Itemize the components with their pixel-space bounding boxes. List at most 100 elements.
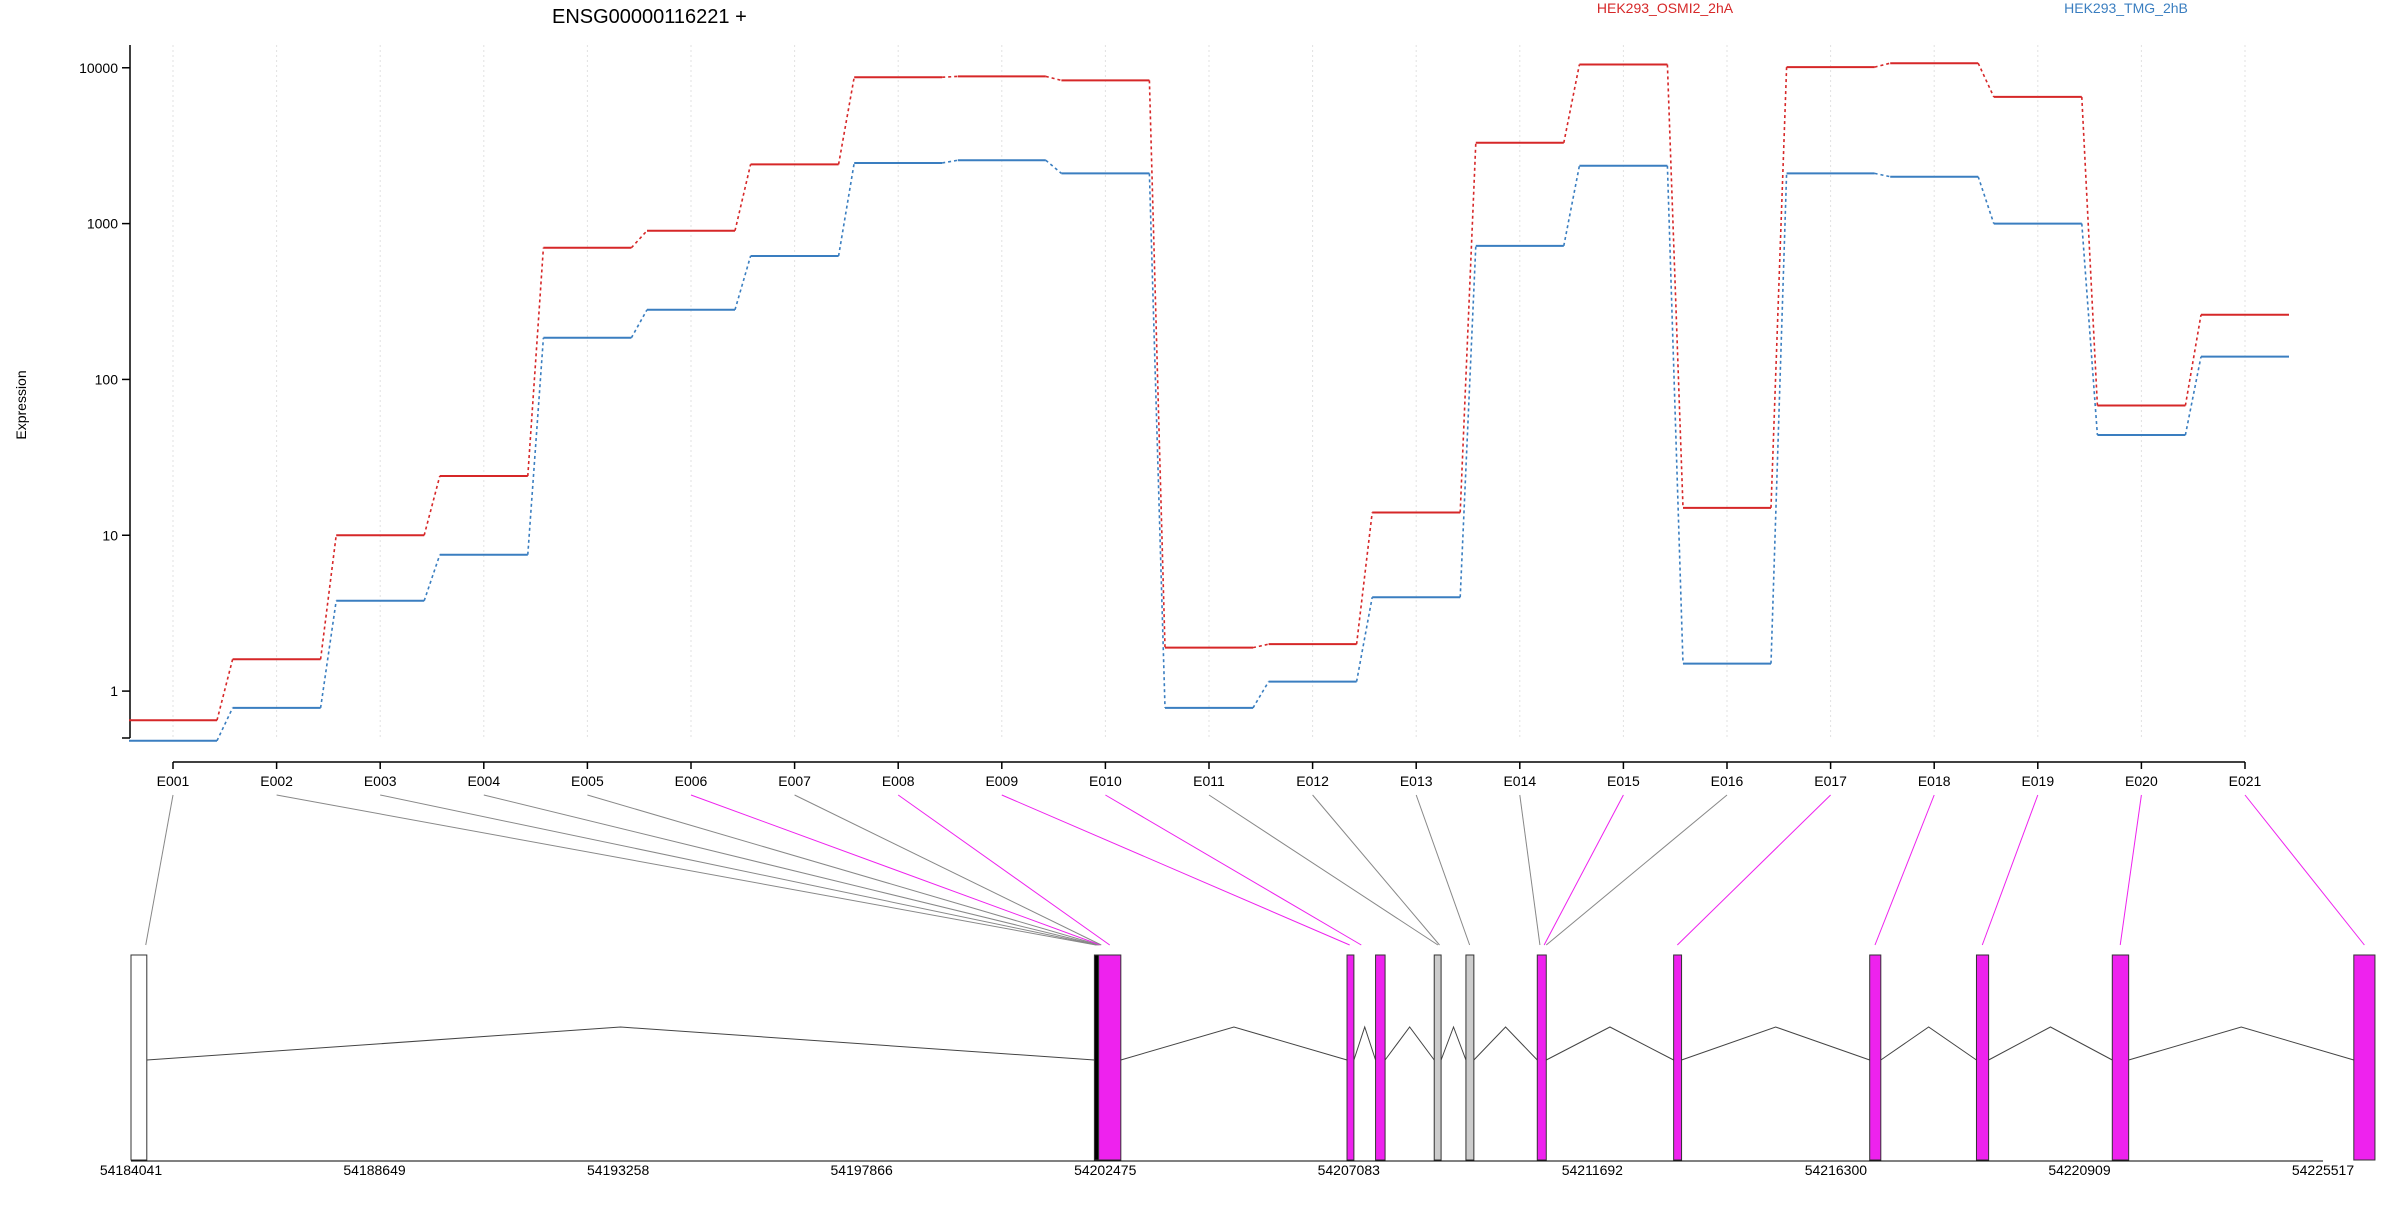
x-tick-label-e016: E016 bbox=[1711, 773, 1744, 789]
connector-e007 bbox=[794, 794, 1102, 946]
exon-block-1 bbox=[130, 954, 148, 1161]
series-2-connector-8 bbox=[942, 159, 958, 164]
x-tick-label-e010: E010 bbox=[1089, 773, 1122, 789]
coordinate-label-4: 54197866 bbox=[831, 1162, 894, 1178]
series-1-connector-9 bbox=[1045, 75, 1062, 82]
connector-e010 bbox=[1105, 794, 1362, 946]
connector-e004 bbox=[483, 794, 1099, 946]
exon-label-layer: E001 E002 E003 E004 E005 E006 E007 E008 E009 E010… bbox=[157, 762, 2262, 789]
y-tick-label-10000: 10000 bbox=[79, 60, 118, 76]
legend-label-series-2: HEK293_TMG_2hB bbox=[2064, 0, 2188, 16]
exon-block-6 bbox=[1536, 954, 1547, 1161]
exon-block-10 bbox=[2111, 954, 2130, 1161]
series-2 bbox=[129, 159, 2289, 742]
x-tick-label-e005: E005 bbox=[571, 773, 604, 789]
connector-e006 bbox=[690, 794, 1101, 946]
series-1-connector-3 bbox=[423, 475, 441, 536]
y-tick-label-10: 10 bbox=[102, 527, 118, 543]
coordinate-label-7: 54211692 bbox=[1562, 1162, 1623, 1178]
series-2-connector-18 bbox=[1977, 176, 1995, 224]
exon-block-9 bbox=[1975, 954, 1990, 1161]
x-tick-label-e008: E008 bbox=[882, 773, 915, 789]
series-1-connector-18 bbox=[1977, 62, 1995, 98]
exon-block-8 bbox=[1869, 954, 1882, 1161]
series-1-connector-8 bbox=[942, 75, 958, 78]
connector-e008 bbox=[897, 794, 1111, 946]
connector-e012 bbox=[1312, 794, 1440, 946]
x-tick-label-e004: E004 bbox=[467, 773, 500, 789]
connector-e021 bbox=[2244, 794, 2365, 946]
series-1-connector-14 bbox=[1563, 64, 1581, 143]
series-1-connector-1 bbox=[216, 659, 234, 721]
series-1 bbox=[129, 62, 2289, 722]
coordinate-label-6: 54207083 bbox=[1318, 1162, 1381, 1178]
series-2-connector-17 bbox=[1874, 172, 1891, 178]
connector-e001 bbox=[145, 794, 174, 946]
coordinate-label-9: 54220909 bbox=[2048, 1162, 2111, 1178]
exon-block-2 bbox=[1093, 954, 1100, 1161]
series-2-connector-4 bbox=[527, 337, 545, 555]
series-layer bbox=[129, 62, 2289, 742]
intron-6 bbox=[1473, 1026, 1538, 1061]
exon-block-3 bbox=[1098, 954, 1122, 1161]
series-1-connector-6 bbox=[734, 164, 752, 231]
series-2-connector-2 bbox=[319, 600, 337, 709]
series-1-connector-12 bbox=[1355, 512, 1373, 645]
x-tick-label-e002: E002 bbox=[260, 773, 293, 789]
intron-2 bbox=[1120, 1026, 1348, 1061]
intron-5 bbox=[1440, 1025, 1467, 1061]
x-tick-label-e001: E001 bbox=[157, 773, 190, 789]
coordinate-label-3: 54193258 bbox=[587, 1162, 650, 1178]
x-tick-label-e014: E014 bbox=[1503, 773, 1536, 789]
series-2-connector-5 bbox=[630, 309, 648, 339]
connector-e016 bbox=[1545, 794, 1728, 946]
x-tick-label-e006: E006 bbox=[675, 773, 708, 789]
series-1-connector-13 bbox=[1459, 142, 1477, 513]
connector-e014 bbox=[1519, 794, 1541, 946]
series-2-connector-1 bbox=[216, 707, 234, 742]
connector-e019 bbox=[1981, 794, 2039, 946]
series-2-connector-3 bbox=[423, 554, 441, 601]
gene-layer: 54184041 54188649 54193258 54197866 54202475… bbox=[100, 954, 2376, 1178]
exon-block-4 bbox=[1346, 954, 1355, 1161]
intron-11 bbox=[2128, 1026, 2354, 1061]
series-1-connector-16 bbox=[1770, 67, 1788, 508]
x-tick-label-e018: E018 bbox=[1918, 773, 1951, 789]
exon-block-7 bbox=[1673, 954, 1683, 1161]
series-1-connector-15 bbox=[1666, 64, 1684, 508]
intron-1 bbox=[146, 1026, 1095, 1061]
series-2-connector-9 bbox=[1045, 159, 1062, 175]
series-2-connector-16 bbox=[1770, 173, 1788, 664]
connector-layer bbox=[145, 794, 2365, 946]
series-1-connector-19 bbox=[2081, 96, 2099, 406]
connector-e002 bbox=[276, 794, 1097, 946]
series-2-connector-14 bbox=[1563, 165, 1581, 246]
series-2-connector-7 bbox=[837, 162, 855, 257]
series-1-connector-2 bbox=[319, 535, 337, 660]
series-1-connector-17 bbox=[1874, 62, 1891, 68]
intron-8 bbox=[1681, 1026, 1870, 1061]
connector-e003 bbox=[380, 794, 1098, 946]
coordinate-label-10: 54225517 bbox=[2292, 1162, 2355, 1178]
series-2-connector-13 bbox=[1459, 245, 1477, 598]
intron-4 bbox=[1384, 1026, 1435, 1061]
series-1-connector-4 bbox=[527, 247, 545, 477]
intron-7 bbox=[1546, 1026, 1674, 1061]
series-1-connector-7 bbox=[837, 77, 855, 165]
x-tick-label-e017: E017 bbox=[1814, 773, 1847, 789]
series-2-connector-12 bbox=[1355, 597, 1373, 682]
x-tick-label-e003: E003 bbox=[364, 773, 397, 789]
series-2-connector-19 bbox=[2081, 223, 2099, 436]
intron-10 bbox=[1988, 1026, 2113, 1061]
x-tick-label-e011: E011 bbox=[1193, 773, 1225, 789]
coordinate-label-5: 54202475 bbox=[1074, 1162, 1137, 1178]
series-1-connector-10 bbox=[1148, 80, 1166, 648]
connector-e005 bbox=[587, 794, 1100, 946]
series-2-connector-15 bbox=[1666, 165, 1684, 664]
y-tick-label-100: 100 bbox=[95, 371, 119, 387]
chart-title: ENSG00000116221 + bbox=[552, 6, 747, 28]
y-axis-label: Expression bbox=[13, 370, 29, 439]
series-2-connector-20 bbox=[2184, 356, 2202, 436]
connector-e018 bbox=[1874, 794, 1935, 946]
